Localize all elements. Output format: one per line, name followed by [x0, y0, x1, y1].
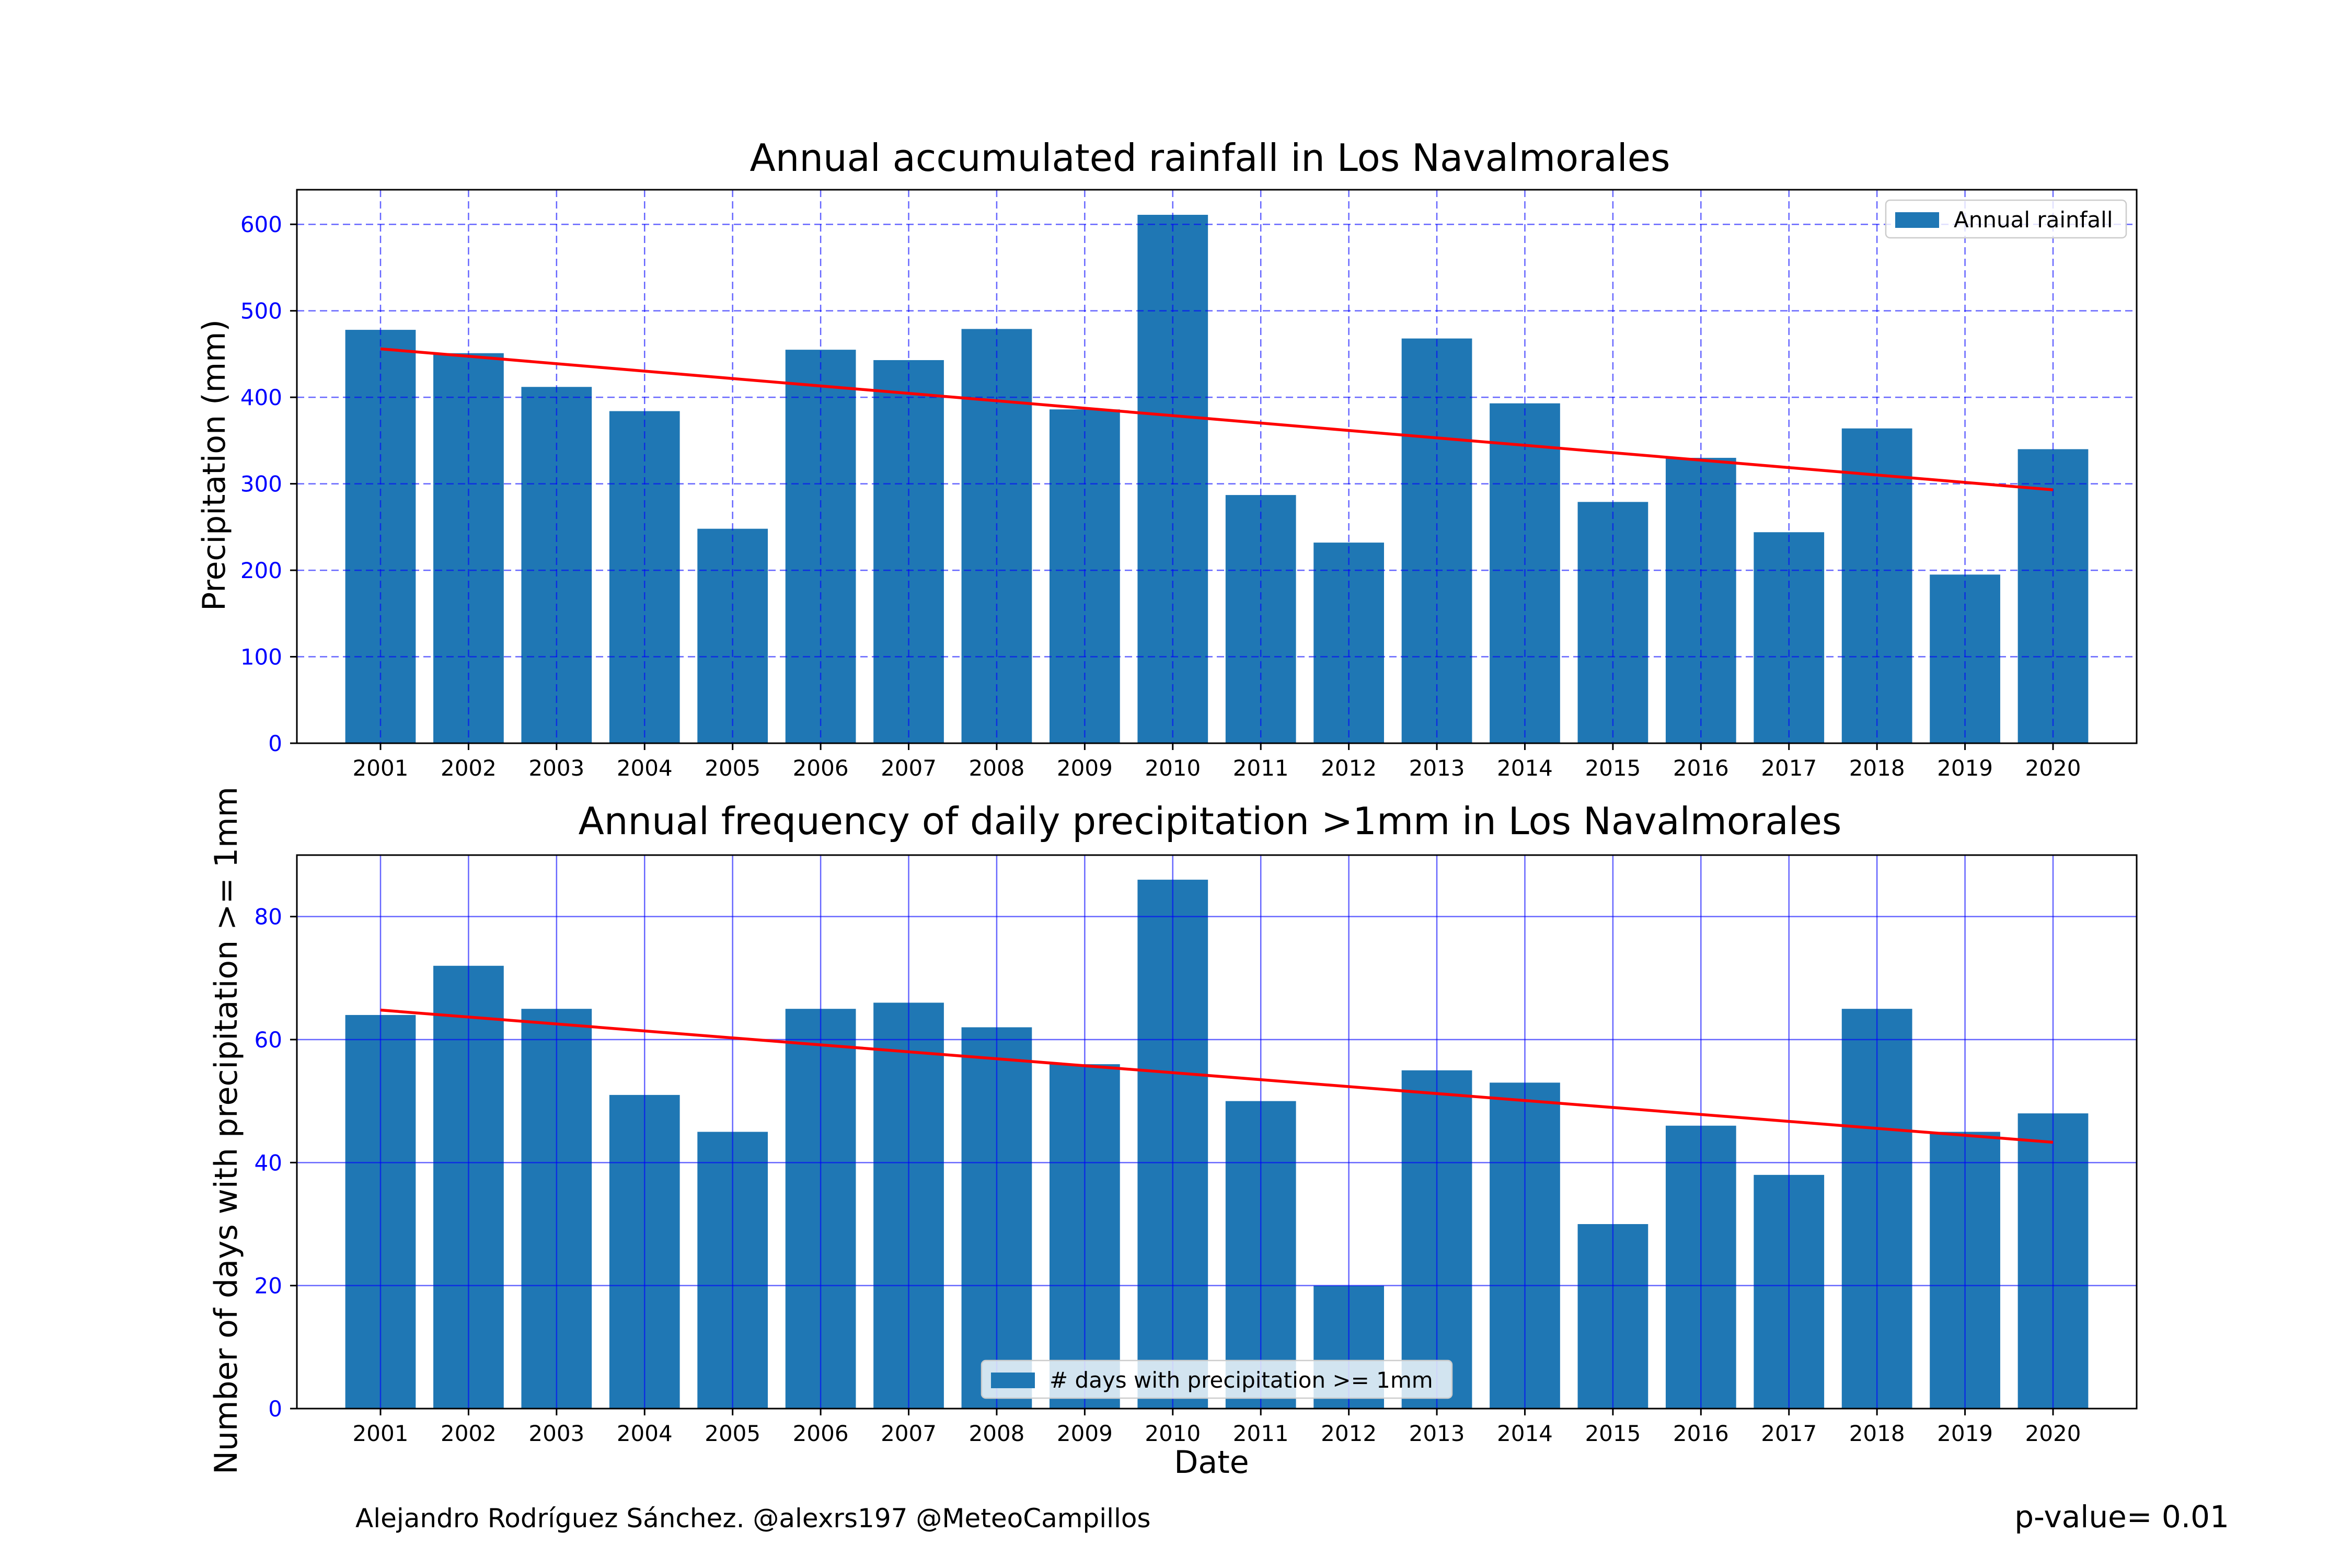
- x-tick-label: 2017: [1761, 1421, 1817, 1446]
- y-tick-label: 0: [268, 731, 282, 756]
- bar-2015: [1577, 502, 1648, 743]
- frequency-y-axis-label: Number of days with precipitation >= 1mm: [208, 787, 245, 1474]
- x-tick-label: 2019: [1937, 1421, 1993, 1446]
- legend: Annual rainfall: [1885, 199, 2127, 239]
- x-tick-label: 2005: [705, 1421, 760, 1446]
- x-tick-label: 2006: [793, 755, 849, 781]
- y-tick-label: 40: [255, 1150, 282, 1175]
- frequency-chart-title: Annual frequency of daily precipitation …: [579, 799, 1842, 843]
- y-tick-label: 0: [268, 1396, 282, 1422]
- y-tick-label: 80: [255, 904, 282, 930]
- legend-label: # days with precipitation >= 1mm: [1050, 1367, 1433, 1393]
- legend-label: Annual rainfall: [1954, 207, 2113, 233]
- x-tick-label: 2001: [353, 1421, 409, 1446]
- x-tick-label: 2014: [1497, 755, 1553, 781]
- x-tick-label: 2015: [1585, 755, 1641, 781]
- rainfall-y-axis-label: Precipitation (mm): [196, 319, 233, 611]
- y-tick-label: 20: [255, 1273, 282, 1299]
- x-tick-label: 2012: [1321, 1421, 1377, 1446]
- x-tick-label: 2001: [353, 755, 409, 781]
- x-tick-label: 2004: [617, 755, 673, 781]
- x-tick-label: 2011: [1233, 755, 1289, 781]
- credit-text: Alejandro Rodríguez Sánchez. @alexrs197 …: [355, 1503, 1151, 1534]
- rainfall-chart-title: Annual accumulated rainfall in Los Naval…: [750, 136, 1670, 180]
- trend-line: [380, 1008, 2054, 1144]
- x-tick-label: 2008: [969, 1421, 1025, 1446]
- legend-swatch: [991, 1373, 1035, 1388]
- x-tick-label: 2020: [2025, 1421, 2081, 1446]
- rainfall-chart: Annual accumulated rainfall in Los Naval…: [196, 136, 2138, 781]
- x-tick-label: 2016: [1673, 1421, 1729, 1446]
- x-tick-label: 2005: [705, 755, 760, 781]
- x-tick-label: 2014: [1497, 1421, 1553, 1446]
- x-tick-label: 2008: [969, 755, 1025, 781]
- x-tick-label: 2002: [441, 1421, 497, 1446]
- plot-frame: [296, 854, 2138, 1410]
- x-tick-label: 2013: [1409, 755, 1465, 781]
- x-tick-label: 2011: [1233, 1421, 1289, 1446]
- frequency-chart: Annual frequency of daily precipitation …: [208, 787, 2138, 1481]
- y-tick-label: 100: [240, 644, 282, 670]
- x-tick-label: 2007: [881, 1421, 937, 1446]
- legend-box: [981, 1359, 1453, 1399]
- x-tick-label: 2019: [1937, 755, 1993, 781]
- x-tick-label: 2013: [1409, 1421, 1465, 1446]
- x-tick-label: 2018: [1849, 1421, 1905, 1446]
- p-value-text: p-value= 0.01: [2014, 1499, 2229, 1535]
- y-tick-label: 60: [255, 1027, 282, 1053]
- x-tick-label: 2009: [1057, 755, 1113, 781]
- y-tick-label: 400: [240, 385, 282, 410]
- trend-line: [380, 347, 2054, 491]
- y-tick-label: 200: [240, 558, 282, 583]
- x-tick-label: 2017: [1761, 755, 1817, 781]
- frequency-x-axis-label: Date: [1174, 1444, 1249, 1481]
- x-tick-label: 2004: [617, 1421, 673, 1446]
- x-tick-label: 2003: [528, 1421, 584, 1446]
- x-tick-label: 2016: [1673, 755, 1729, 781]
- x-tick-label: 2006: [793, 1421, 849, 1446]
- x-tick-label: 2015: [1585, 1421, 1641, 1446]
- y-tick-label: 500: [240, 298, 282, 324]
- legend: # days with precipitation >= 1mm: [981, 1359, 1453, 1399]
- x-tick-label: 2020: [2025, 755, 2081, 781]
- legend-box: [1885, 199, 2127, 239]
- y-tick-label: 300: [240, 471, 282, 497]
- x-tick-label: 2003: [528, 755, 584, 781]
- x-tick-label: 2009: [1057, 1421, 1113, 1446]
- x-tick-label: 2012: [1321, 755, 1377, 781]
- x-tick-label: 2010: [1145, 755, 1201, 781]
- y-tick-label: 600: [240, 212, 282, 237]
- bar-2019: [1930, 574, 2000, 743]
- x-tick-label: 2010: [1145, 1421, 1201, 1446]
- x-tick-label: 2002: [441, 755, 497, 781]
- x-tick-label: 2007: [881, 755, 937, 781]
- plot-frame: [296, 189, 2138, 744]
- x-tick-label: 2018: [1849, 755, 1905, 781]
- legend-swatch: [1895, 212, 1939, 228]
